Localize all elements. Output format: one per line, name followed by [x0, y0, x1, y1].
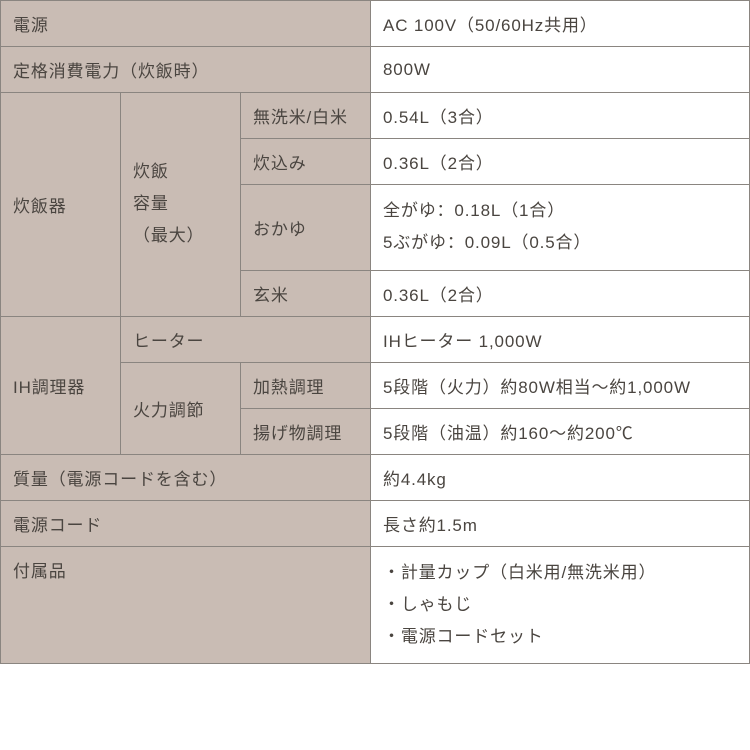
label-heat-adjust: 火力調節 [121, 362, 241, 454]
spec-table: 電源 AC 100V（50/60Hz共用） 定格消費電力（炊飯時） 800W 炊… [0, 0, 750, 664]
value-heat-cook: 5段階（火力）約80W相当～約1,000W [371, 362, 750, 408]
value-accessories: ・計量カップ（白米用/無洗米用）・しゃもじ・電源コードセット [371, 546, 750, 664]
label-cord: 電源コード [1, 500, 371, 546]
value-takikomi: 0.36L（2合） [371, 139, 750, 185]
label-accessories: 付属品 [1, 546, 371, 664]
value-fry-cook: 5段階（油温）約160～約200℃ [371, 408, 750, 454]
value-white-rice: 0.54L（3合） [371, 93, 750, 139]
table-row: 質量（電源コードを含む） 約4.4kg [1, 454, 750, 500]
label-fry-cook: 揚げ物調理 [241, 408, 371, 454]
table-row: IH調理器 ヒーター IHヒーター 1,000W [1, 316, 750, 362]
label-white-rice: 無洗米/白米 [241, 93, 371, 139]
table-row: 付属品 ・計量カップ（白米用/無洗米用）・しゃもじ・電源コードセット [1, 546, 750, 664]
label-takikomi: 炊込み [241, 139, 371, 185]
value-okayu: 全がゆ：0.18L（1合）5ぶがゆ：0.09L（0.5合） [371, 185, 750, 271]
label-ih-cooker: IH調理器 [1, 316, 121, 454]
label-okayu: おかゆ [241, 185, 371, 271]
value-mass: 約4.4kg [371, 454, 750, 500]
value-rated-power: 800W [371, 47, 750, 93]
value-cord: 長さ約1.5m [371, 500, 750, 546]
table-row: 定格消費電力（炊飯時） 800W [1, 47, 750, 93]
label-heater: ヒーター [121, 316, 371, 362]
value-heater: IHヒーター 1,000W [371, 316, 750, 362]
label-heat-cook: 加熱調理 [241, 362, 371, 408]
table-row: 電源 AC 100V（50/60Hz共用） [1, 1, 750, 47]
label-power-source: 電源 [1, 1, 371, 47]
label-rated-power: 定格消費電力（炊飯時） [1, 47, 371, 93]
label-mass: 質量（電源コードを含む） [1, 454, 371, 500]
value-genmai: 0.36L（2合） [371, 270, 750, 316]
label-rice-cooker: 炊飯器 [1, 93, 121, 317]
label-genmai: 玄米 [241, 270, 371, 316]
table-row: 電源コード 長さ約1.5m [1, 500, 750, 546]
value-power-source: AC 100V（50/60Hz共用） [371, 1, 750, 47]
table-row: 炊飯器 炊飯容量（最大） 無洗米/白米 0.54L（3合） [1, 93, 750, 139]
label-capacity: 炊飯容量（最大） [121, 93, 241, 317]
